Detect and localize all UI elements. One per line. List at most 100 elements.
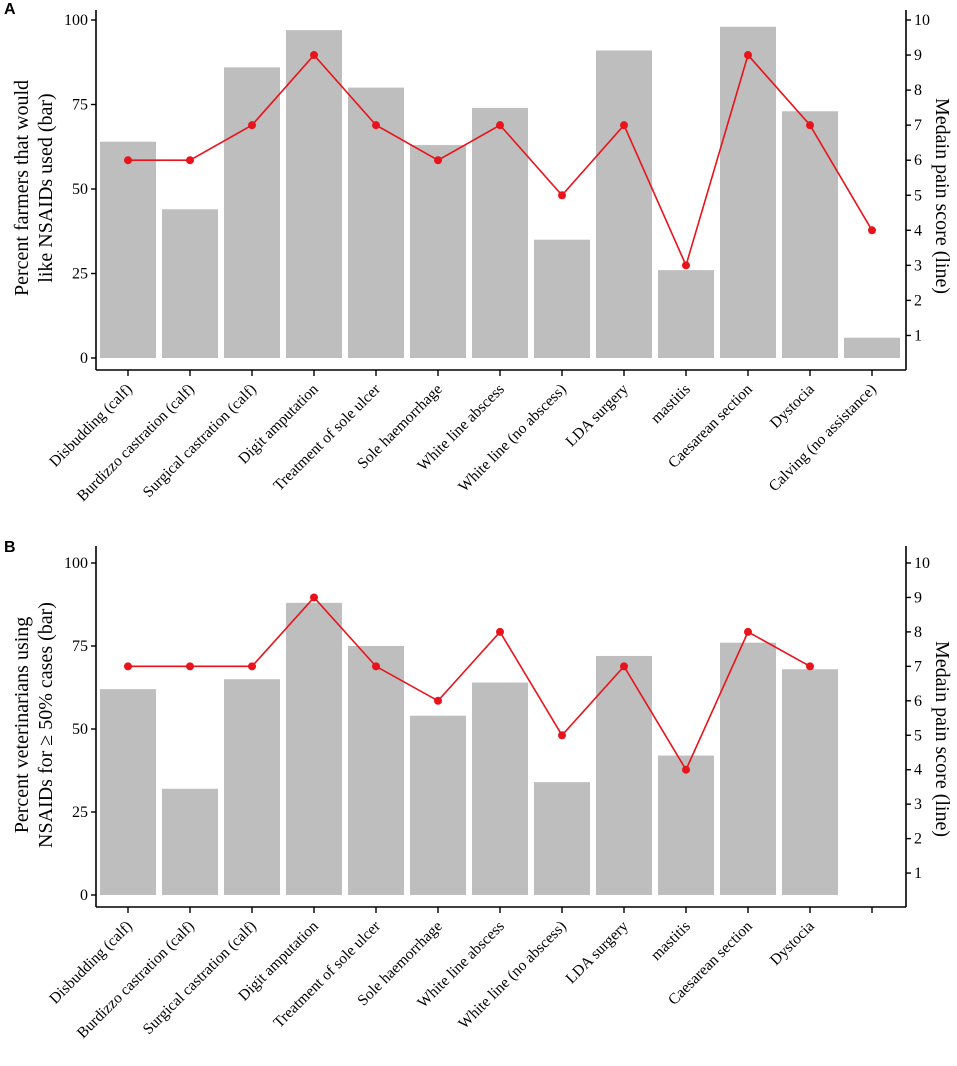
- bar-2: [162, 788, 218, 895]
- x-tick-label: LDA surgery: [562, 381, 632, 451]
- x-tick-label: Treatment of sole ulcer: [270, 917, 384, 1031]
- pain-score-point-13: [868, 226, 876, 235]
- x-tick-label: White line (no abscess): [455, 918, 570, 1033]
- bar-10: [658, 755, 714, 895]
- panel-letter: B: [4, 539, 16, 556]
- x-tick-label: Dystocia: [767, 381, 818, 432]
- x-tick-label: Dystocia: [767, 918, 818, 969]
- left-axis-title: Percent farmers that would like NSAIDs us…: [11, 80, 57, 296]
- pain-score-point-7: [496, 627, 504, 636]
- right-tick-label: 6: [914, 693, 922, 710]
- left-axis-title: Percent veterinarians using NSAIDs for ≥ …: [11, 602, 57, 848]
- pain-score-point-6: [434, 156, 442, 165]
- x-tick-label: mastitis: [648, 381, 694, 427]
- right-tick-label: 9: [914, 589, 922, 606]
- pain-score-point-9: [620, 121, 628, 130]
- bar-7: [472, 682, 528, 895]
- bar-6: [410, 715, 466, 895]
- pain-score-point-12: [806, 121, 814, 130]
- bar-13: [844, 337, 900, 358]
- pain-score-point-2: [186, 156, 194, 165]
- pain-score-point-9: [620, 662, 628, 671]
- pain-score-point-12: [806, 662, 814, 671]
- x-tick-label: Calving (no assistance): [766, 381, 880, 495]
- bar-3: [224, 679, 280, 895]
- bar-4: [286, 602, 342, 895]
- right-axis-title: Medain pain score (line): [931, 641, 953, 837]
- pain-score-line: [128, 596, 811, 772]
- pain-score-point-1: [124, 156, 132, 165]
- right-axis-title: Medain pain score (line): [931, 98, 953, 294]
- bar-5: [348, 87, 404, 358]
- right-tick-label: 2: [914, 831, 922, 848]
- x-tick-label: Treatment of sole ulcer: [270, 380, 384, 494]
- left-tick-label: 50: [72, 181, 88, 198]
- pain-score-point-5: [372, 662, 380, 671]
- pain-score-point-6: [434, 696, 442, 705]
- left-tick-label: 100: [64, 555, 88, 572]
- right-tick-label: 3: [914, 796, 922, 813]
- pain-score-point-4: [310, 51, 318, 60]
- right-tick-label: 8: [914, 82, 922, 99]
- right-tick-label: 5: [914, 727, 922, 744]
- bar-10: [658, 270, 714, 358]
- x-tick-label: Surgical castration (calf): [140, 381, 260, 501]
- right-tick-label: 9: [914, 47, 922, 64]
- bar-6: [410, 145, 466, 358]
- pain-score-point-11: [744, 51, 752, 60]
- left-tick-label: 0: [80, 350, 88, 367]
- right-tick-label: 5: [914, 187, 922, 204]
- right-tick-label: 7: [914, 658, 922, 675]
- x-tick-label: Surgical castration (calf): [140, 918, 260, 1038]
- x-tick-label: LDA surgery: [562, 918, 632, 988]
- right-tick-label: 1: [914, 865, 922, 882]
- left-tick-label: 100: [64, 12, 88, 29]
- pain-score-point-1: [124, 662, 132, 671]
- bar-5: [348, 646, 404, 895]
- bar-9: [596, 655, 652, 895]
- bar-9: [596, 50, 652, 359]
- bar-8: [534, 782, 590, 895]
- x-tick-label: White line (no abscess): [455, 381, 570, 496]
- right-tick-label: 4: [914, 222, 922, 239]
- pain-score-point-11: [744, 627, 752, 636]
- bar-3: [224, 67, 280, 358]
- left-tick-label: 25: [72, 804, 88, 821]
- left-tick-label: 75: [72, 97, 88, 114]
- bar-2: [162, 209, 218, 358]
- pain-score-point-8: [558, 731, 566, 740]
- right-tick-label: 8: [914, 624, 922, 641]
- bar-12: [782, 111, 838, 358]
- right-tick-label: 7: [914, 117, 922, 134]
- left-axis-title-line: Percent farmers that would: [11, 80, 33, 296]
- right-tick-label: 3: [914, 257, 922, 274]
- bar-1: [100, 141, 156, 358]
- pain-score-point-3: [248, 121, 256, 130]
- left-tick-label: 75: [72, 638, 88, 655]
- pain-score-point-8: [558, 191, 566, 200]
- left-axis-title-line: Percent veterinarians using: [11, 617, 33, 834]
- bar-4: [286, 30, 342, 358]
- bar-11: [720, 642, 776, 895]
- right-tick-label: 2: [914, 292, 922, 309]
- pain-score-point-3: [248, 662, 256, 671]
- left-tick-label: 0: [80, 887, 88, 904]
- bar-7: [472, 107, 528, 358]
- left-tick-label: 25: [72, 266, 88, 283]
- right-tick-label: 6: [914, 152, 922, 169]
- x-tick-label: Burdizzo castration (calf): [74, 918, 198, 1042]
- left-tick-label: 50: [72, 721, 88, 738]
- right-tick-label: 10: [914, 12, 930, 29]
- pain-score-point-5: [372, 121, 380, 130]
- x-tick-label: Burdizzo castration (calf): [74, 381, 198, 505]
- bar-1: [100, 689, 156, 895]
- pain-score-point-7: [496, 121, 504, 130]
- right-tick-label: 4: [914, 762, 922, 779]
- left-axis-title-line: like NSAIDs used (bar): [35, 93, 57, 282]
- pain-score-point-2: [186, 662, 194, 671]
- right-tick-label: 10: [914, 555, 930, 572]
- bar-12: [782, 669, 838, 895]
